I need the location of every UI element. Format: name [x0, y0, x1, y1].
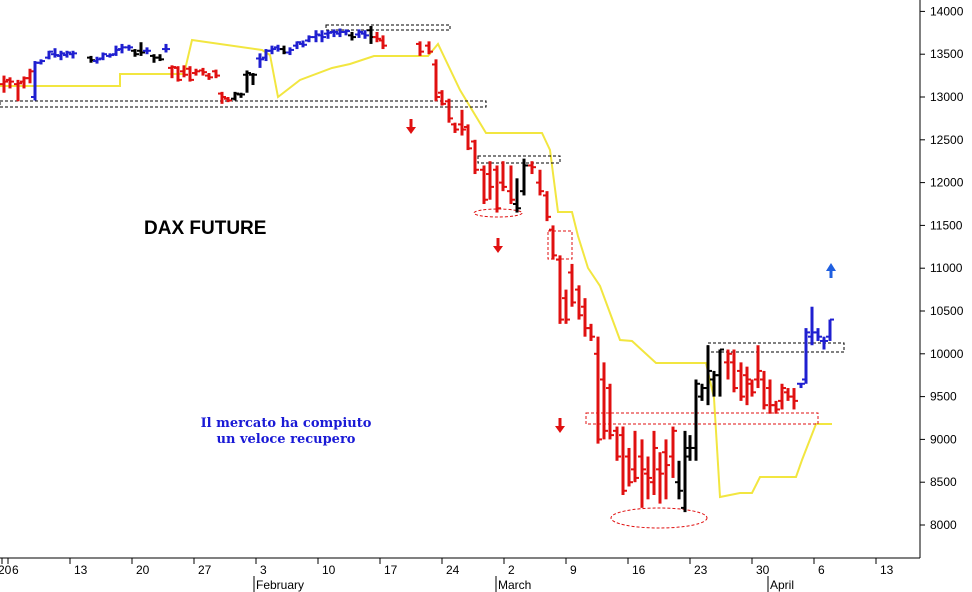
- annotation-line-1: Il mercato ha compiuto: [201, 416, 372, 431]
- y-tick-label: 11000: [930, 261, 963, 275]
- arrow-up-icon: [826, 263, 836, 271]
- x-tick-label: 27: [198, 563, 212, 577]
- trailing-stop-line: [0, 38, 832, 499]
- x-tick-label: 3: [260, 563, 267, 577]
- arrow-down-icon: [493, 246, 503, 253]
- y-tick-label: 8500: [930, 475, 957, 489]
- gap-zone-2: [585, 412, 819, 425]
- x-tick-label: 2: [508, 563, 515, 577]
- y-tick-label: 12000: [930, 176, 964, 190]
- y-tick-label: 11500: [930, 218, 963, 232]
- x-tick-label: 16: [632, 563, 646, 577]
- x-tick-label: 13: [74, 563, 88, 577]
- x-tick-label: 20: [136, 563, 150, 577]
- month-label: April: [770, 578, 794, 592]
- y-tick-label: 10500: [930, 304, 964, 318]
- x-tick-label: 13: [880, 563, 894, 577]
- annotation-line-2: un veloce recupero: [217, 432, 356, 447]
- x-tick-label: 6: [12, 563, 19, 577]
- signal-arrows: [406, 119, 836, 433]
- stop-line: [0, 38, 832, 499]
- x-tick-label: 30: [756, 563, 770, 577]
- chart-title: DAX FUTURE: [144, 218, 266, 239]
- x-tick-label: 23: [694, 563, 708, 577]
- gap-box: [547, 230, 573, 260]
- low-ellipse-2: [610, 507, 708, 529]
- arrow-down-icon: [555, 426, 565, 433]
- resistance-zone-1: [325, 24, 451, 31]
- month-label: March: [498, 578, 531, 592]
- support-zone-1: [0, 100, 487, 108]
- y-tick-label: 9500: [930, 390, 957, 404]
- low-ellipse-1: [473, 208, 523, 218]
- x-tick-label: 20: [0, 563, 12, 577]
- resistance-zone-2: [477, 155, 561, 164]
- y-tick-label: 9000: [930, 432, 957, 446]
- x-tick-label: 24: [446, 563, 460, 577]
- y-tick-label: 12500: [930, 133, 964, 147]
- y-tick-label: 14000: [930, 4, 964, 18]
- month-label: February: [256, 578, 304, 592]
- arrow-down-icon: [406, 127, 416, 134]
- y-tick-label: 8000: [930, 518, 957, 532]
- y-tick-label: 13000: [930, 90, 964, 104]
- y-tick-label: 10000: [930, 347, 964, 361]
- x-tick-label: 9: [570, 563, 577, 577]
- price-bars: [0, 25, 834, 513]
- y-tick-label: 13500: [930, 47, 964, 61]
- x-tick-label: 10: [322, 563, 336, 577]
- x-tick-label: 17: [384, 563, 398, 577]
- x-tick-label: 6: [818, 563, 825, 577]
